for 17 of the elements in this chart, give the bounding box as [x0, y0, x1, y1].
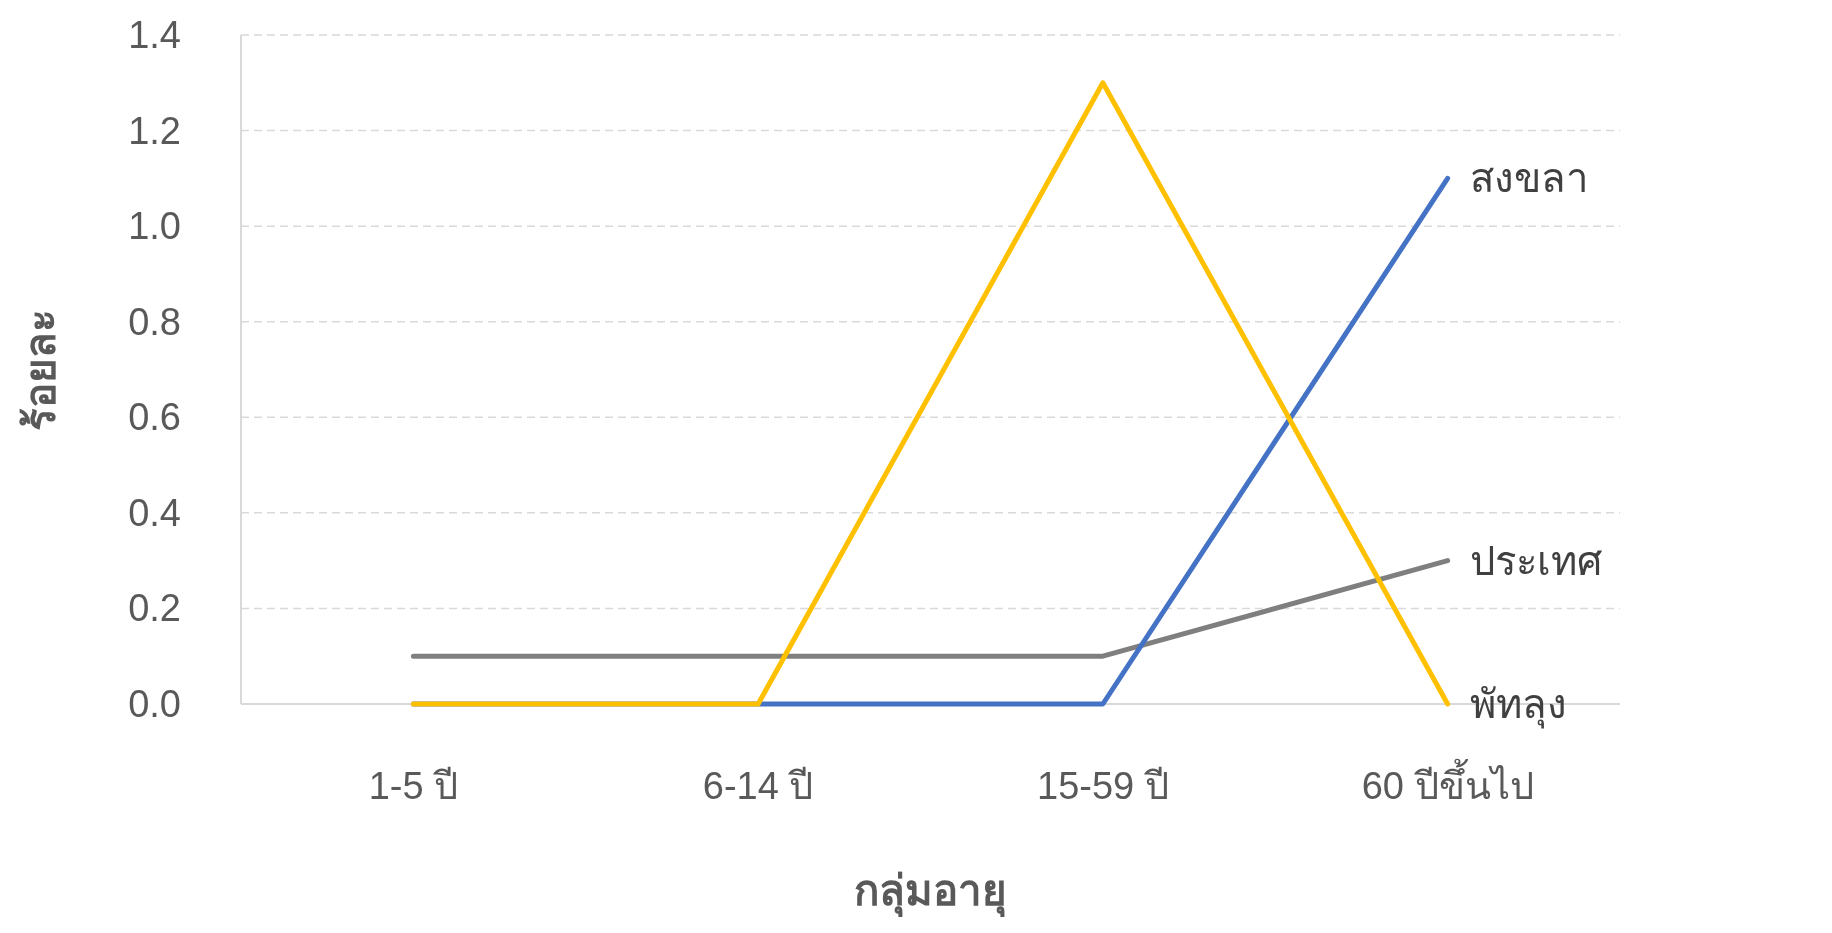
series-label: สงขลา	[1469, 156, 1588, 201]
y-tick-label: 0.2	[128, 587, 181, 630]
y-axis-title: ร้อยละ	[17, 308, 64, 431]
series-label: ประเทศ	[1469, 538, 1602, 583]
x-tick-label: 6-14 ปี	[702, 765, 814, 807]
y-tick-label: 0.6	[128, 396, 181, 439]
y-tick-label: 1.4	[128, 14, 181, 56]
y-tick-label: 0.8	[128, 300, 181, 343]
y-tick-label: 0.0	[128, 683, 181, 725]
y-tick-label: 0.4	[128, 491, 181, 534]
series-label: พัทลุง	[1469, 682, 1567, 729]
y-tick-label: 1.0	[128, 205, 181, 248]
y-tick-label: 1.2	[128, 109, 181, 152]
x-tick-label: 15-59 ปี	[1037, 765, 1169, 807]
x-tick-label: 60 ปีขึ้นไป	[1361, 758, 1534, 807]
x-axis-title: กลุ่มอายุ	[854, 867, 1007, 917]
x-tick-label: 1-5 ปี	[368, 765, 459, 807]
